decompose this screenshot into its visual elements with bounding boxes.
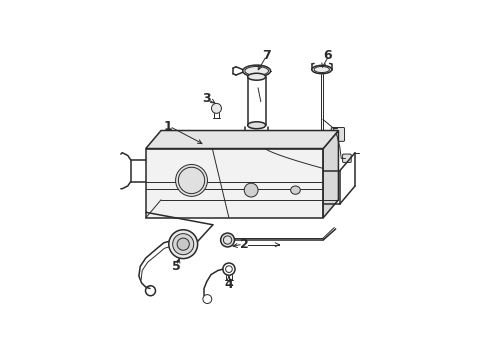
Circle shape bbox=[212, 103, 221, 113]
Ellipse shape bbox=[247, 122, 266, 129]
Text: 6: 6 bbox=[323, 49, 332, 62]
Circle shape bbox=[244, 183, 258, 197]
Polygon shape bbox=[146, 149, 323, 218]
Circle shape bbox=[169, 230, 197, 258]
Ellipse shape bbox=[243, 65, 270, 77]
FancyBboxPatch shape bbox=[343, 154, 351, 162]
Ellipse shape bbox=[291, 186, 300, 194]
FancyBboxPatch shape bbox=[331, 127, 344, 141]
Text: 5: 5 bbox=[172, 260, 181, 273]
Polygon shape bbox=[146, 131, 339, 149]
Polygon shape bbox=[323, 131, 339, 218]
Circle shape bbox=[172, 234, 194, 255]
Text: 7: 7 bbox=[262, 49, 271, 62]
Circle shape bbox=[220, 233, 235, 247]
Text: 1: 1 bbox=[164, 120, 172, 133]
Ellipse shape bbox=[247, 73, 266, 80]
Ellipse shape bbox=[175, 165, 207, 196]
Circle shape bbox=[177, 238, 189, 250]
Text: 2: 2 bbox=[240, 238, 248, 251]
Ellipse shape bbox=[312, 66, 332, 74]
Text: 3: 3 bbox=[202, 92, 211, 105]
Text: 4: 4 bbox=[224, 278, 233, 291]
